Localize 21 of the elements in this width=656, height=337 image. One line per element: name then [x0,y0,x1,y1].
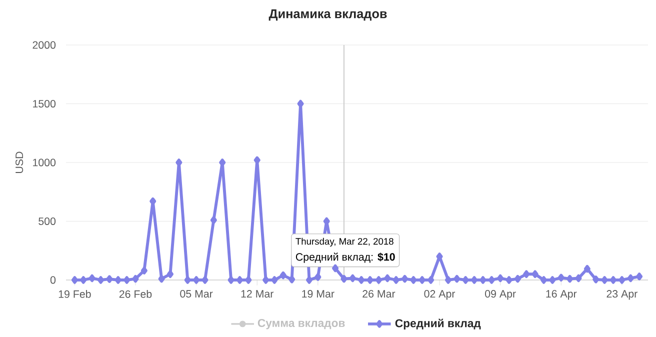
x-tick-label: 02 Apr [424,290,456,300]
y-tick-label: 1500 [33,100,56,108]
legend-label: Средний вклад [395,318,481,330]
x-tick-label: 23 Apr [606,290,638,300]
x-tick-label: 16 Apr [546,290,577,300]
x-tick-label: 26 Feb [119,290,152,298]
x-tick-label: 19 Mar [302,290,334,298]
chart-title: Динамика вкладов [268,9,387,21]
x-tick-label: 05 Mar [180,290,213,298]
y-tick-label: 500 [38,217,56,226]
annotation: Thursday, Mar 22, 2018 [296,238,394,247]
y-axis-title: USD [16,152,24,173]
annotation: Средний вклад: $10 [296,252,395,263]
y-tick-label: 0 [50,276,56,284]
x-tick-label: 12 Mar [241,290,274,298]
y-tick-label: 1000 [33,158,56,166]
x-tick-label: 26 Mar [362,290,396,298]
legend-label: Сумма вкладов [258,318,345,330]
x-tick-label: 19 Feb [58,290,91,298]
x-tick-label: 09 Apr [485,290,516,300]
y-tick-label: 2000 [32,41,56,49]
